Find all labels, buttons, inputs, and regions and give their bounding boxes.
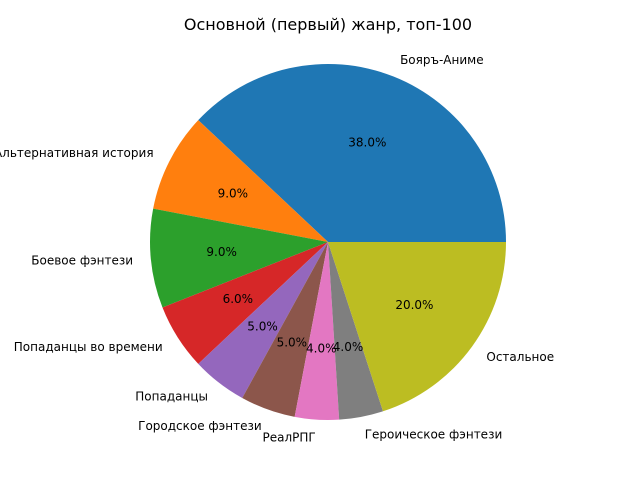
pie-slice [198, 64, 506, 243]
slice-category-label: Героическое фэнтези [365, 427, 503, 441]
slice-percent-label: 9.0% [206, 245, 237, 259]
slice-percent-label: 6.0% [223, 292, 254, 306]
slice-percent-label: 38.0% [348, 136, 386, 150]
slice-category-label: Попаданцы во времени [14, 340, 163, 354]
pie-slice [242, 242, 328, 417]
slice-category-label: Городское фэнтези [138, 419, 262, 433]
slice-percent-label: 9.0% [218, 187, 249, 201]
pie-slice [149, 208, 328, 308]
pie-labels: 38.0% Бояръ-Аниме 9.0% Альтернативная истор… [0, 53, 554, 444]
slice-percent-label: 20.0% [395, 298, 433, 312]
slice-percent-label: 4.0% [333, 340, 364, 354]
pie-slice [198, 242, 328, 398]
slice-category-label: Попаданцы [135, 390, 208, 404]
slice-percent-label: 5.0% [277, 335, 308, 349]
chart-title: Основной (первый) жанр, топ-100 [184, 15, 472, 34]
pie-slice [162, 242, 328, 364]
pie-slice [294, 242, 340, 420]
pie-slice [328, 242, 506, 412]
slice-percent-label: 4.0% [306, 342, 337, 356]
slice-category-label: РеалРПГ [262, 430, 315, 444]
slice-category-label: Альтернативная история [0, 146, 154, 160]
slice-percent-label: 5.0% [247, 319, 278, 333]
pie-slices [149, 64, 506, 420]
slice-category-label: Боевое фэнтези [31, 253, 133, 267]
pie-slice [153, 120, 328, 242]
pie-slice [328, 242, 384, 420]
slice-category-label: Бояръ-Аниме [400, 53, 484, 67]
slice-category-label: Остальное [486, 350, 554, 364]
